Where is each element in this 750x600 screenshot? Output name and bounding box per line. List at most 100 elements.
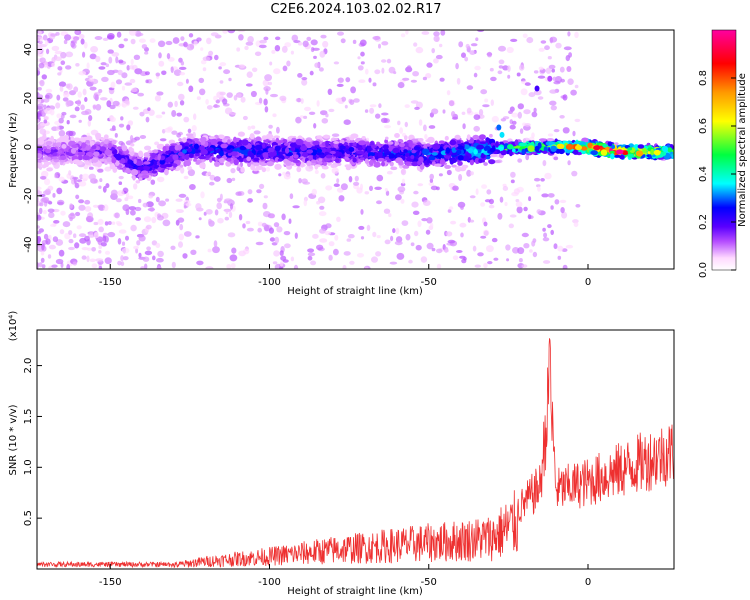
snr-y-ticks: 0.51.01.52.0 xyxy=(23,358,42,526)
heatmap-cell xyxy=(93,93,99,100)
heatmap-cell xyxy=(424,134,428,140)
heatmap-cell xyxy=(537,96,544,100)
heatmap-cell xyxy=(161,111,166,115)
heatmap-cell xyxy=(187,128,192,134)
heatmap-cell xyxy=(162,219,171,227)
snr-y-multiplier: (x10⁴) xyxy=(8,311,19,342)
heatmap-cell xyxy=(89,53,97,60)
heatmap-cell xyxy=(312,47,320,51)
heatmap-cell xyxy=(473,72,478,78)
heatmap-cell xyxy=(58,176,65,182)
heatmap-cell xyxy=(439,77,445,82)
y-tick-label: -20 xyxy=(23,188,34,204)
heatmap-cell xyxy=(348,147,355,152)
heatmap-cell xyxy=(247,150,253,157)
heatmap-cell xyxy=(523,109,531,115)
heatmap-cell xyxy=(429,173,435,180)
heatmap-cell xyxy=(56,187,63,195)
heatmap-cell xyxy=(352,39,357,45)
heatmap-cell xyxy=(333,143,339,149)
heatmap-cell xyxy=(130,143,135,147)
heatmap-cell xyxy=(206,171,212,176)
heatmap-cell xyxy=(246,227,254,232)
heatmap-cell xyxy=(63,39,68,45)
heatmap-cell xyxy=(293,154,299,159)
y-tick-label: -40 xyxy=(23,236,34,252)
heatmap-cell xyxy=(358,225,365,230)
heatmap-cell xyxy=(233,95,238,101)
heatmap-cell xyxy=(462,155,470,162)
heatmap-cell xyxy=(213,240,218,248)
heatmap-cell xyxy=(439,158,446,166)
heatmap-cell xyxy=(428,125,436,129)
heatmap-cell xyxy=(360,236,365,240)
heatmap-cell xyxy=(529,249,533,253)
heatmap-cell xyxy=(510,179,515,184)
heatmap-cell xyxy=(109,116,116,122)
heatmap-cell xyxy=(394,240,403,246)
heatmap-cell xyxy=(345,77,351,83)
heatmap-cell xyxy=(154,95,161,102)
heatmap-cell xyxy=(262,202,268,210)
heatmap-cell xyxy=(50,223,57,227)
heatmap-cell xyxy=(473,114,481,120)
heatmap-cell xyxy=(403,135,408,141)
heatmap-cell xyxy=(547,193,555,198)
heatmap-cell xyxy=(302,40,309,48)
heatmap-cell xyxy=(464,56,469,62)
colorbar-gradient xyxy=(711,29,737,271)
heatmap-cell xyxy=(121,145,127,150)
heatmap-cell xyxy=(118,59,124,64)
heatmap-cell xyxy=(264,74,272,82)
heatmap-cell xyxy=(97,218,104,225)
heatmap-cell xyxy=(322,134,331,139)
heatmap-cell xyxy=(571,170,578,177)
heatmap-cell xyxy=(486,245,494,253)
heatmap-cell xyxy=(178,66,187,70)
heatmap-cell xyxy=(202,56,211,61)
heatmap-cell xyxy=(590,150,598,156)
heatmap-cell xyxy=(451,164,457,168)
heatmap-cell xyxy=(81,142,86,149)
heatmap-cell xyxy=(543,260,551,264)
heatmap-cell xyxy=(436,186,440,191)
heatmap-cell xyxy=(149,38,156,43)
heatmap-cell xyxy=(375,113,381,119)
snr-x-label: Height of straight line (km) xyxy=(287,586,423,597)
heatmap-cell xyxy=(183,175,189,180)
heatmap-cell xyxy=(44,188,51,196)
heatmap-cell xyxy=(188,33,194,38)
heatmap-cell xyxy=(227,232,236,238)
heatmap-cell xyxy=(168,145,177,152)
heatmap-cell xyxy=(46,145,51,150)
heatmap-cell xyxy=(302,181,311,185)
heatmap-cell xyxy=(225,208,229,215)
heatmap-cell xyxy=(239,162,243,168)
heatmap-cell xyxy=(82,51,86,58)
heatmap-cell xyxy=(230,112,237,116)
heatmap-cell xyxy=(587,142,593,149)
heatmap-cell xyxy=(264,106,269,113)
heatmap-cell xyxy=(454,134,461,140)
heatmap-cell xyxy=(196,37,202,42)
heatmap-cell xyxy=(333,137,339,141)
heatmap-cell xyxy=(223,69,231,75)
heatmap-cell xyxy=(57,72,62,76)
heatmap-cell xyxy=(173,69,182,76)
heatmap-cell xyxy=(311,159,317,164)
heatmap-cell xyxy=(151,216,157,224)
heatmap-cell xyxy=(323,161,327,166)
heatmap-cell xyxy=(127,120,134,126)
heatmap-cell xyxy=(122,256,129,261)
heatmap-cell xyxy=(490,99,494,106)
heatmap-cell xyxy=(328,254,333,261)
heatmap-cell xyxy=(239,145,247,151)
heatmap-cell xyxy=(118,175,124,180)
heatmap-cell xyxy=(297,73,303,78)
heatmap-cell xyxy=(91,145,97,150)
heatmap-cell xyxy=(199,162,206,169)
heatmap-cell xyxy=(557,245,564,252)
heatmap-cell xyxy=(527,214,532,220)
heatmap-cell xyxy=(338,195,345,202)
